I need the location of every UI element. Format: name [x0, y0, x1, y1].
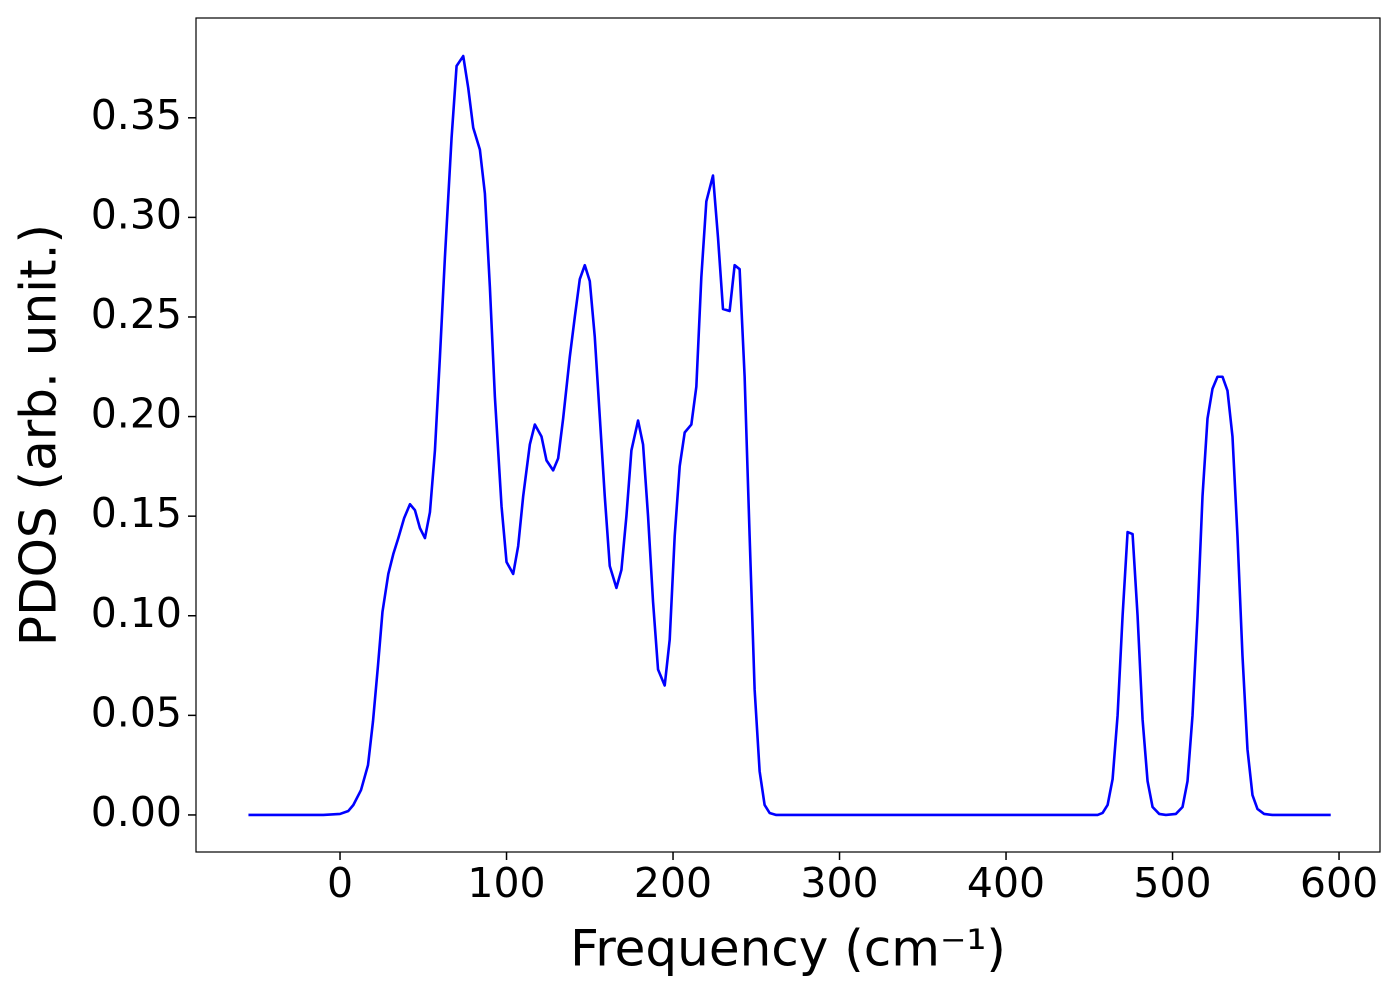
y-tick-label: 0.35 [91, 91, 182, 139]
x-axis-label: Frequency (cm⁻¹) [570, 920, 1006, 978]
x-tick-label: 300 [800, 859, 878, 907]
x-tick-label: 600 [1300, 859, 1378, 907]
plot-frame [195, 17, 1381, 853]
x-tick-label: 0 [327, 859, 353, 907]
y-tick-label: 0.25 [91, 290, 182, 338]
y-tick-label: 0.10 [91, 589, 182, 637]
x-tick-label: 200 [634, 859, 712, 907]
y-tick-label: 0.00 [91, 788, 182, 836]
y-axis-label: PDOS (arb. unit.) [10, 224, 68, 646]
y-tick-label: 0.20 [91, 390, 182, 438]
y-tick-label: 0.15 [91, 489, 182, 537]
y-tick-label: 0.05 [91, 688, 182, 736]
line-series [248, 54, 1331, 817]
y-tick-label: 0.30 [91, 190, 182, 238]
x-tick-label: 100 [467, 859, 545, 907]
x-tick-label: 400 [967, 859, 1045, 907]
x-tick-label: 500 [1133, 859, 1211, 907]
